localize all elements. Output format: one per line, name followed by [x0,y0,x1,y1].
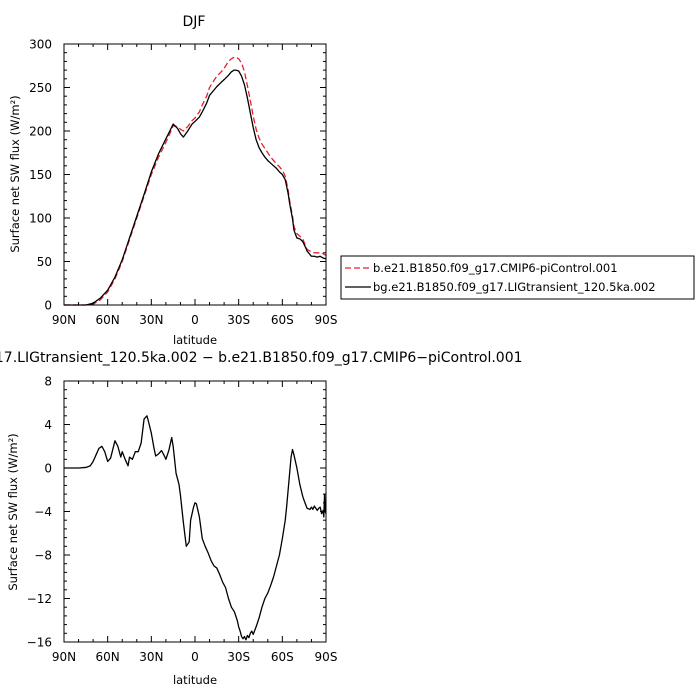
bottom-ytick-label: −8 [34,549,52,563]
bottom-ytick-label: 4 [44,418,52,432]
bottom-series-group [64,415,327,641]
top-panel: DJF 90N 60N 30N 0 30S 60S 90S 0 50 100 150 200 250 30… [8,14,695,347]
bottom-ytick-label: 0 [44,462,52,476]
top-xtick-label: 0 [191,313,199,327]
top-ytick-label: 100 [29,212,52,226]
bottom-ticks-group: 90N 60N 30N 0 30S 60S 90S −16 −12 −8 −4 0 4 8 [27,375,338,665]
top-y-axis-label: Surface net SW flux (W/m²) [8,95,22,252]
bottom-xtick-label: 30N [139,650,163,664]
bottom-ytick-label: −16 [27,636,52,650]
top-plot-frame [63,43,327,306]
top-xtick-label: 60S [271,313,294,327]
bottom-y-axis-label: Surface net SW flux (W/m²) [6,433,20,590]
top-panel-title: DJF [183,14,206,30]
legend-label-control: b.e21.B1850.f09_g17.CMIP6-piControl.001 [373,261,618,275]
bottom-ytick-label: 8 [44,375,52,389]
top-ytick-label: 250 [29,81,52,95]
top-series-group [64,56,327,306]
legend-label-transient: bg.e21.B1850.f09_g17.LIGtransient_120.5k… [373,280,656,294]
bottom-panel-title: bg.e21.B1850.f09_g17.LIGtransient_120.5k… [0,350,523,366]
top-ytick-label: 0 [44,299,52,313]
bottom-xtick-label: 60N [96,650,120,664]
top-ytick-label: 50 [37,255,52,269]
top-series-line-0 [64,56,327,306]
bottom-series-line-0 [64,415,327,641]
top-xtick-label: 90N [52,313,76,327]
top-xtick-label: 90S [315,313,338,327]
legend-box [340,255,695,300]
top-series-line-1 [64,69,327,306]
bottom-panel: bg.e21.B1850.f09_g17.LIGtransient_120.5k… [0,350,523,687]
top-ticks-group: 90N 60N 30N 0 30S 60S 90S 0 50 100 150 200 250 300 [29,38,337,328]
bottom-xtick-label: 0 [191,650,199,664]
top-xtick-label: 30S [227,313,250,327]
top-ytick-label: 150 [29,168,52,182]
bottom-xtick-label: 90N [52,650,76,664]
top-ytick-label: 200 [29,125,52,139]
top-xtick-label: 30N [139,313,163,327]
top-ytick-label: 300 [29,38,52,52]
bottom-ytick-label: −4 [34,505,52,519]
legend: b.e21.B1850.f09_g17.CMIP6-piControl.001 … [340,255,695,300]
bottom-xtick-label: 90S [315,650,338,664]
bottom-ytick-label: −12 [27,592,52,606]
top-x-axis-label: latitude [173,333,217,347]
bottom-x-axis-label: latitude [173,673,217,687]
top-xtick-label: 60N [96,313,120,327]
bottom-xtick-label: 60S [271,650,294,664]
bottom-xtick-label: 30S [227,650,250,664]
